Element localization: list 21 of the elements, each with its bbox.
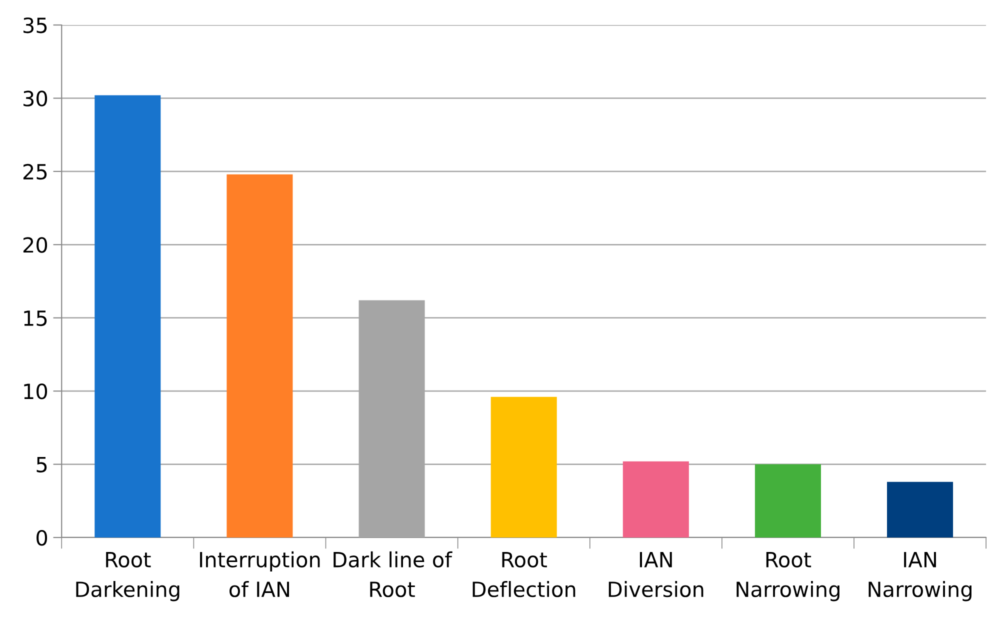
- x-tick-label: Root Narrowing: [736, 552, 840, 602]
- y-tick-label: 30: [24, 90, 48, 106]
- x-tick-label: Root Deflection: [472, 552, 576, 598]
- x-tick-label: IAN Diversion: [608, 552, 704, 598]
- y-tick-label: 35: [24, 17, 47, 34]
- bar: [226, 174, 293, 538]
- bar: [754, 464, 821, 538]
- bar: [887, 482, 954, 538]
- y-tick-label: 10: [24, 384, 48, 400]
- bar: [94, 95, 161, 538]
- y-tick-label: 5: [36, 457, 47, 472]
- y-tick-label: 25: [23, 164, 47, 180]
- y-tick-label: 20: [23, 237, 48, 253]
- x-tick-label: Interruption of IAN: [200, 551, 320, 598]
- y-tick-label: 15: [24, 310, 47, 326]
- y-tick-label: 0: [36, 530, 48, 546]
- bar: [622, 461, 689, 538]
- bar: [490, 396, 557, 538]
- x-tick-label: Dark line of Root: [334, 551, 452, 598]
- x-tick-label: Root Darkening: [76, 552, 180, 602]
- x-tick-label: IAN Narrowing: [868, 552, 972, 602]
